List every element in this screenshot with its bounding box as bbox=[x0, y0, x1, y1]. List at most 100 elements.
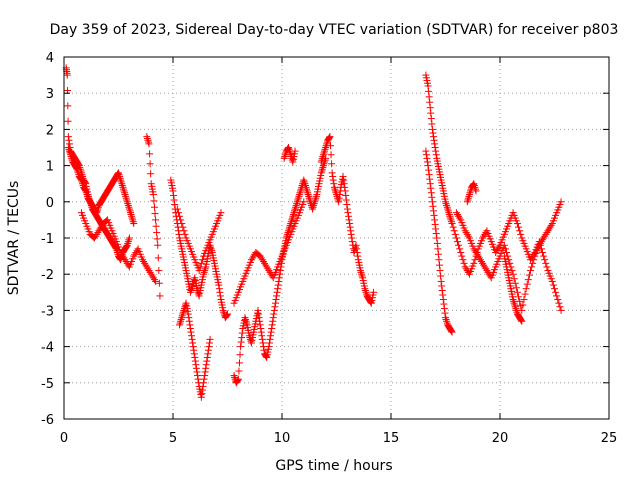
axis-ticks bbox=[63, 56, 610, 420]
data-point bbox=[123, 198, 131, 206]
data-point-interp bbox=[482, 265, 490, 273]
data-point-interp bbox=[187, 286, 195, 294]
data-point-interp bbox=[358, 272, 366, 280]
data-point-interp bbox=[501, 245, 509, 253]
data-point-interp bbox=[174, 209, 182, 217]
data-point-interp bbox=[238, 329, 246, 337]
data-point bbox=[557, 306, 565, 314]
data-point-interp bbox=[456, 245, 464, 253]
data-point bbox=[234, 375, 242, 383]
data-point bbox=[149, 191, 157, 199]
data-point bbox=[256, 321, 264, 329]
data-point-interp bbox=[458, 252, 466, 260]
data-point-interp bbox=[146, 160, 154, 168]
data-point-interp bbox=[463, 267, 471, 275]
data-point-interp bbox=[188, 332, 196, 340]
data-point bbox=[544, 227, 552, 235]
data-point-interp bbox=[521, 290, 529, 298]
data-point-interp bbox=[268, 321, 276, 329]
data-point-interp bbox=[525, 271, 533, 279]
data-point bbox=[241, 314, 249, 322]
data-point-interp bbox=[202, 361, 210, 369]
data-point-interp bbox=[539, 236, 547, 244]
data-point-interp bbox=[203, 357, 211, 365]
data-point-interp bbox=[286, 223, 294, 231]
data-point-interp bbox=[96, 225, 104, 233]
data-point-interp bbox=[171, 201, 179, 209]
data-point-interp bbox=[430, 133, 438, 141]
data-point-interp bbox=[223, 311, 231, 319]
data-point-interp bbox=[425, 87, 433, 95]
data-point bbox=[143, 133, 151, 141]
data-point-interp bbox=[310, 201, 318, 209]
data-point bbox=[500, 241, 508, 249]
data-point-interp bbox=[124, 238, 132, 246]
data-point-interp bbox=[547, 221, 555, 229]
data-point bbox=[319, 151, 327, 159]
data-point-interp bbox=[345, 216, 353, 224]
data-point-interp bbox=[481, 230, 489, 238]
data-point-interp bbox=[294, 196, 302, 204]
data-point-interp bbox=[116, 172, 124, 180]
data-point-interp bbox=[431, 220, 439, 228]
data-point bbox=[125, 205, 133, 213]
data-point-interp bbox=[517, 315, 525, 323]
data-point bbox=[535, 241, 543, 249]
data-point-interp bbox=[343, 201, 351, 209]
data-point bbox=[64, 133, 72, 141]
data-point bbox=[557, 198, 565, 206]
data-point bbox=[180, 306, 188, 314]
data-point-interp bbox=[201, 265, 209, 273]
data-point-interp bbox=[151, 210, 159, 218]
data-point bbox=[361, 285, 369, 293]
data-point-interp bbox=[517, 316, 525, 324]
data-point bbox=[479, 234, 487, 242]
data-point-interp bbox=[260, 346, 268, 354]
data-point-interp bbox=[288, 156, 296, 164]
data-point bbox=[422, 147, 430, 155]
data-point bbox=[285, 144, 293, 151]
data-point-interp bbox=[342, 196, 350, 204]
data-point-interp bbox=[442, 315, 450, 323]
data-point-interp bbox=[303, 187, 311, 195]
data-point-interp bbox=[119, 252, 127, 260]
data-point-interp bbox=[495, 243, 503, 251]
data-point-interp bbox=[319, 153, 327, 161]
data-point-interp bbox=[554, 296, 562, 304]
data-point-interp bbox=[430, 211, 438, 219]
data-point-interp bbox=[79, 180, 87, 188]
data-point bbox=[77, 176, 85, 184]
data-point-interp bbox=[256, 317, 264, 325]
y-tick-label: -1 bbox=[41, 232, 54, 247]
data-point-interp bbox=[519, 301, 527, 309]
data-point-interp bbox=[155, 279, 163, 287]
data-point-interp bbox=[215, 285, 223, 293]
data-point bbox=[511, 303, 519, 311]
x-tick-labels: 0 5 10 15 20 25 bbox=[60, 431, 617, 446]
data-point-interp bbox=[321, 145, 329, 153]
data-point-interp bbox=[427, 184, 435, 192]
data-point-interp bbox=[192, 364, 200, 372]
data-point-interp bbox=[199, 382, 207, 390]
data-point-interp bbox=[118, 180, 126, 188]
data-point-interp bbox=[242, 317, 250, 325]
data-point-interp bbox=[196, 263, 204, 271]
data-point-interp bbox=[154, 254, 162, 262]
data-point bbox=[335, 198, 343, 206]
data-point-interp bbox=[342, 191, 350, 199]
data-point bbox=[202, 364, 210, 372]
data-point-interp bbox=[422, 151, 430, 159]
data-point-interp bbox=[122, 243, 130, 251]
data-point-interp bbox=[294, 194, 302, 202]
data-point-interp bbox=[65, 145, 73, 153]
data-point bbox=[82, 187, 90, 195]
data-point bbox=[119, 183, 127, 191]
data-point bbox=[64, 144, 72, 151]
data-point-interp bbox=[425, 166, 433, 174]
data-point-interp bbox=[541, 256, 549, 264]
data-point-interp bbox=[336, 191, 344, 199]
data-point-interp bbox=[288, 216, 296, 224]
data-point bbox=[304, 191, 312, 199]
data-point-interp bbox=[243, 319, 251, 327]
data-point bbox=[230, 372, 238, 380]
